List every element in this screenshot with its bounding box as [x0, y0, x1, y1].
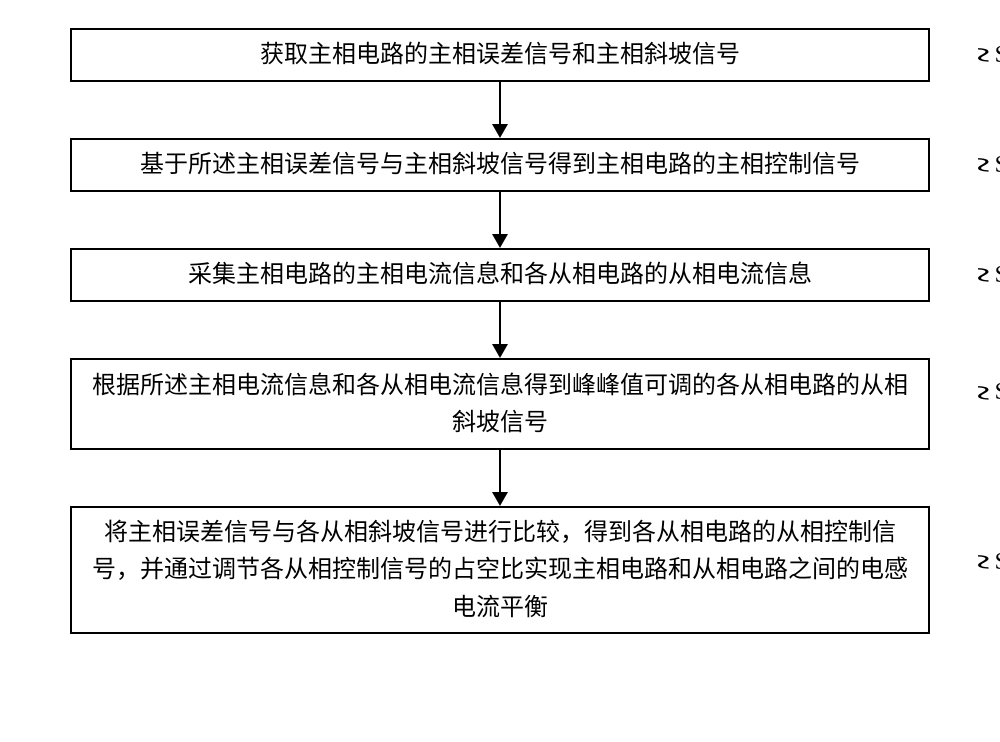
label-group-s1: ~ S1: [971, 41, 1000, 69]
step-row-s3: 采集主相电路的主相电流信息和各从相电路的从相电流信息 ~ S3: [38, 248, 962, 302]
step-row-s4: 根据所述主相电流信息和各从相电流信息得到峰峰值可调的各从相电路的从相斜坡信号 ~…: [38, 358, 962, 450]
step-text-s5: 将主相误差信号与各从相斜坡信号进行比较，得到各从相电路的从相控制信号，并通过调节…: [82, 514, 918, 626]
connector-icon: ~: [950, 385, 1000, 400]
label-group-s4: ~ S4: [971, 379, 1000, 407]
step-row-s2: 基于所述主相误差信号与主相斜坡信号得到主相电路的主相控制信号 ~ S2: [38, 138, 962, 192]
arrow-s4-s5: [38, 450, 962, 506]
connector-icon: ~: [950, 555, 1000, 570]
arrow-s2-s3: [38, 192, 962, 248]
connector-icon: ~: [950, 47, 1000, 62]
step-row-s5: 将主相误差信号与各从相斜坡信号进行比较，得到各从相电路的从相控制信号，并通过调节…: [38, 506, 962, 634]
step-row-s1: 获取主相电路的主相误差信号和主相斜坡信号 ~ S1: [38, 28, 962, 82]
step-text-s1: 获取主相电路的主相误差信号和主相斜坡信号: [260, 36, 740, 73]
arrow-down-icon: [485, 302, 515, 358]
arrow-s1-s2: [38, 82, 962, 138]
label-group-s3: ~ S3: [971, 261, 1000, 289]
connector-icon: ~: [950, 157, 1000, 172]
step-text-s3: 采集主相电路的主相电流信息和各从相电路的从相电流信息: [188, 256, 812, 293]
connector-icon: ~: [950, 267, 1000, 282]
step-box-s1: 获取主相电路的主相误差信号和主相斜坡信号: [70, 28, 930, 82]
step-text-s4: 根据所述主相电流信息和各从相电流信息得到峰峰值可调的各从相电路的从相斜坡信号: [82, 367, 918, 441]
step-box-s2: 基于所述主相误差信号与主相斜坡信号得到主相电路的主相控制信号: [70, 138, 930, 192]
arrow-down-icon: [485, 192, 515, 248]
step-text-s2: 基于所述主相误差信号与主相斜坡信号得到主相电路的主相控制信号: [140, 146, 860, 183]
step-box-s3: 采集主相电路的主相电流信息和各从相电路的从相电流信息: [70, 248, 930, 302]
step-box-s5: 将主相误差信号与各从相斜坡信号进行比较，得到各从相电路的从相控制信号，并通过调节…: [70, 506, 930, 634]
label-group-s2: ~ S2: [971, 151, 1000, 179]
flowchart-container: 获取主相电路的主相误差信号和主相斜坡信号 ~ S1 基于所述主相误差信号与主相斜…: [38, 28, 962, 634]
step-box-s4: 根据所述主相电流信息和各从相电流信息得到峰峰值可调的各从相电路的从相斜坡信号: [70, 358, 930, 450]
arrow-s3-s4: [38, 302, 962, 358]
label-group-s5: ~ S5: [971, 548, 1000, 576]
arrow-down-icon: [485, 450, 515, 506]
arrow-down-icon: [485, 82, 515, 138]
